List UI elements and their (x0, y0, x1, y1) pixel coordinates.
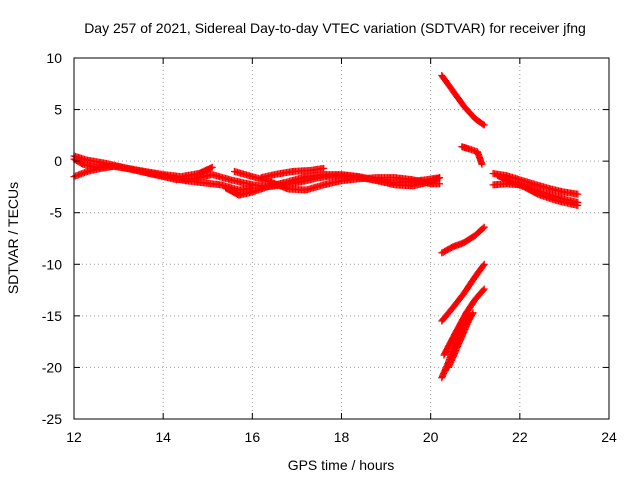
y-tick-label: 5 (54, 102, 62, 118)
plus-marks (494, 172, 582, 209)
x-tick-label: 16 (245, 429, 261, 445)
y-axis-label: SDTVAR / TECUs (5, 182, 21, 294)
series-track-9 (438, 223, 488, 257)
x-tick-label: 20 (423, 429, 439, 445)
y-tick-label: -5 (50, 205, 63, 221)
series-track-7 (438, 72, 488, 129)
y-tick-labels: 10 5 0 -5 -10 -15 -20 -25 (42, 50, 62, 427)
y-tick-label: -15 (42, 308, 62, 324)
x-tick-label: 12 (66, 429, 82, 445)
series-track-5 (231, 168, 444, 194)
x-tick-label: 14 (155, 429, 171, 445)
plus-marks (231, 168, 444, 194)
y-tick-label: -20 (42, 359, 62, 375)
series-track-16 (494, 172, 582, 209)
y-tick-label: 0 (54, 153, 62, 169)
chart-title: Day 257 of 2021, Sidereal Day-to-day VTE… (84, 20, 586, 36)
x-tick-labels: 12 14 16 18 20 22 24 (66, 429, 617, 445)
series-track-13 (445, 309, 477, 371)
plus-marks (438, 223, 488, 257)
series-track-6 (257, 164, 328, 182)
y-tick-label: -10 (42, 256, 62, 272)
y-tick-label: -25 (42, 411, 62, 427)
plus-marks (257, 164, 328, 182)
axis-ticks (73, 57, 610, 420)
data-marks (70, 72, 582, 382)
series-track-10 (438, 260, 488, 325)
x-tick-label: 18 (334, 429, 350, 445)
x-axis-label: GPS time / hours (288, 457, 395, 473)
series-track-8 (458, 143, 486, 168)
plus-marks (438, 260, 488, 325)
plus-marks (438, 72, 488, 129)
x-tick-label: 24 (601, 429, 617, 445)
grid (74, 58, 609, 419)
y-tick-label: 10 (46, 50, 62, 66)
x-tick-label: 22 (512, 429, 528, 445)
plus-marks (458, 143, 486, 168)
plus-marks (445, 309, 477, 371)
